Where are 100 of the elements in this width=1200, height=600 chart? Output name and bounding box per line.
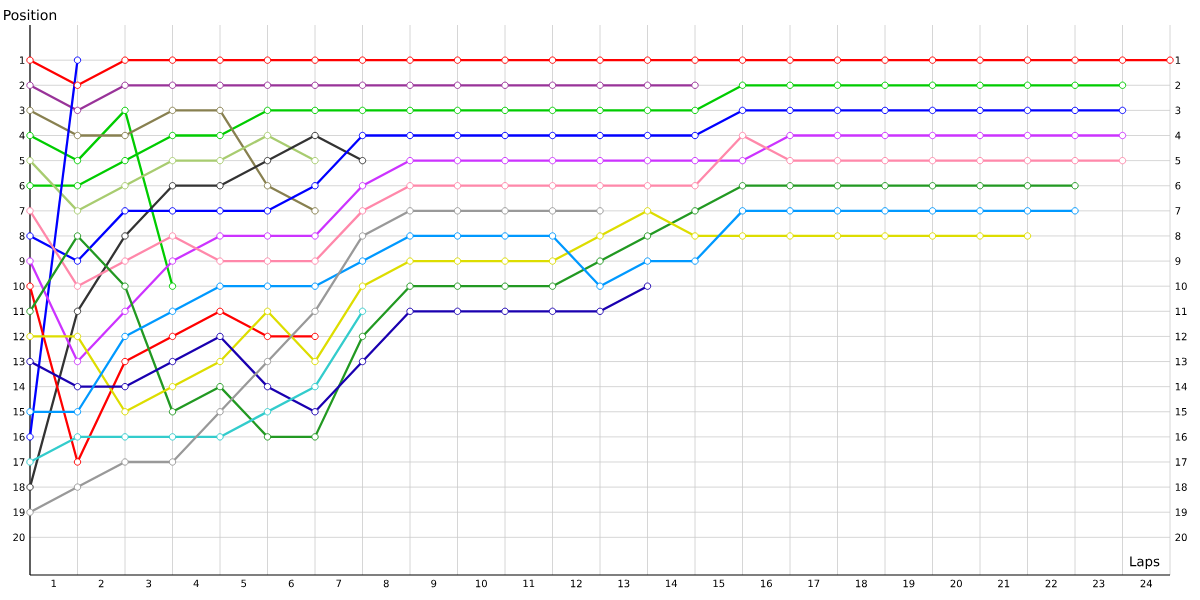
point bbox=[26, 81, 34, 89]
point bbox=[406, 131, 414, 140]
point bbox=[73, 332, 82, 341]
point bbox=[738, 56, 747, 64]
point bbox=[263, 106, 272, 115]
point bbox=[168, 282, 177, 290]
point bbox=[263, 232, 272, 240]
point bbox=[26, 508, 34, 516]
x-tick-label: 16 bbox=[761, 579, 772, 588]
point bbox=[358, 282, 367, 290]
point bbox=[311, 382, 319, 391]
point bbox=[548, 81, 557, 89]
y2-tick-label: 18 bbox=[1175, 483, 1187, 491]
point bbox=[311, 207, 319, 215]
point bbox=[548, 307, 557, 315]
point bbox=[311, 357, 319, 366]
y2-tick-label: 12 bbox=[1175, 332, 1187, 341]
point bbox=[358, 156, 367, 165]
point bbox=[358, 307, 367, 315]
point bbox=[976, 156, 984, 165]
point bbox=[263, 131, 272, 140]
point bbox=[168, 382, 177, 391]
point bbox=[691, 156, 699, 165]
point bbox=[1023, 207, 1032, 215]
x-tick-label: 2 bbox=[98, 579, 104, 588]
point bbox=[786, 156, 794, 165]
point bbox=[881, 56, 889, 64]
x-tick-label: 8 bbox=[383, 579, 389, 588]
x-axis-title: Laps bbox=[1130, 556, 1160, 569]
y2-tick-label: 20 bbox=[1175, 533, 1187, 542]
x-tick-label: 5 bbox=[241, 579, 247, 588]
y-tick-label: 11 bbox=[13, 307, 25, 315]
point bbox=[643, 182, 652, 190]
point bbox=[833, 182, 842, 190]
point bbox=[1118, 81, 1127, 89]
point bbox=[73, 433, 82, 441]
point bbox=[1071, 156, 1079, 165]
point bbox=[833, 106, 842, 115]
point bbox=[596, 257, 604, 265]
point bbox=[596, 232, 604, 240]
point bbox=[548, 131, 557, 140]
x-tick-label: 20 bbox=[950, 579, 962, 588]
point bbox=[26, 207, 34, 215]
x-tick-label: 1 bbox=[51, 579, 57, 588]
x-tick-label: 4 bbox=[193, 579, 199, 588]
y-tick-label: 17 bbox=[13, 458, 25, 466]
point bbox=[453, 156, 462, 165]
point bbox=[26, 106, 34, 115]
point bbox=[26, 332, 34, 341]
point bbox=[453, 81, 462, 89]
point bbox=[453, 56, 462, 64]
y-tick-label: 19 bbox=[13, 508, 25, 517]
point bbox=[976, 56, 984, 64]
point bbox=[406, 182, 414, 190]
point bbox=[26, 408, 34, 416]
point bbox=[121, 232, 129, 240]
y-tick-label: 10 bbox=[13, 282, 25, 290]
point bbox=[1071, 106, 1079, 115]
point bbox=[216, 182, 224, 190]
point bbox=[216, 282, 224, 290]
point bbox=[26, 131, 34, 140]
point bbox=[358, 81, 367, 89]
point bbox=[406, 257, 414, 265]
point bbox=[501, 81, 509, 89]
x-tick-label: 24 bbox=[1140, 579, 1153, 588]
point bbox=[406, 81, 414, 89]
point bbox=[928, 106, 937, 115]
y-tick-label: 5 bbox=[19, 156, 25, 165]
point bbox=[216, 332, 224, 341]
point bbox=[453, 182, 462, 190]
point bbox=[406, 106, 414, 115]
point bbox=[26, 483, 34, 491]
point bbox=[1071, 182, 1079, 190]
point bbox=[501, 182, 509, 190]
point bbox=[501, 257, 509, 265]
point bbox=[73, 382, 82, 391]
point bbox=[453, 257, 462, 265]
point bbox=[263, 382, 272, 391]
point bbox=[691, 257, 699, 265]
point bbox=[596, 131, 604, 140]
x-tick-label: 13 bbox=[618, 579, 630, 588]
y-tick-label: 14 bbox=[13, 383, 25, 391]
point bbox=[358, 56, 367, 64]
point bbox=[643, 106, 652, 115]
point bbox=[358, 257, 367, 265]
point bbox=[976, 207, 984, 215]
point bbox=[881, 182, 889, 190]
point bbox=[1071, 56, 1079, 64]
y2-tick-label: 1 bbox=[1175, 56, 1181, 64]
point bbox=[548, 156, 557, 165]
point bbox=[263, 282, 272, 290]
point bbox=[121, 382, 129, 391]
y-tick-label: 4 bbox=[19, 131, 25, 140]
point bbox=[833, 156, 842, 165]
point bbox=[263, 408, 272, 416]
point bbox=[358, 332, 367, 341]
point bbox=[786, 106, 794, 115]
point bbox=[928, 232, 937, 240]
point bbox=[311, 408, 319, 416]
point bbox=[26, 458, 34, 466]
